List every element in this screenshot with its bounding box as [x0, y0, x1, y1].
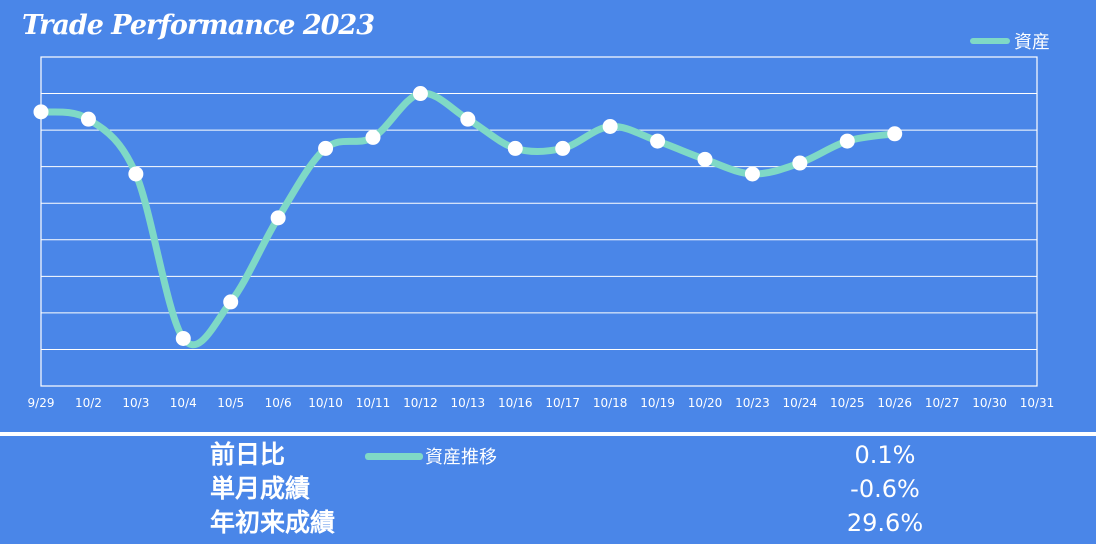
- data-point: [839, 133, 855, 149]
- data-point: [507, 140, 523, 156]
- data-point: [318, 140, 334, 156]
- data-point: [270, 210, 286, 226]
- divider: [0, 432, 1096, 436]
- legend: 資産: [970, 30, 1050, 53]
- x-tick-label: 10/5: [217, 396, 244, 410]
- x-tick-label: 10/23: [735, 396, 770, 410]
- x-tick-label: 10/30: [972, 396, 1007, 410]
- x-tick-label: 10/20: [688, 396, 723, 410]
- legend-bottom: 資産推移: [365, 442, 497, 470]
- data-point: [792, 155, 808, 171]
- data-point: [460, 111, 476, 127]
- legend-swatch: [970, 38, 1010, 44]
- data-point: [412, 86, 428, 102]
- x-tick-label: 10/11: [356, 396, 391, 410]
- x-tick-label: 10/12: [403, 396, 438, 410]
- series-line: [37, 89, 899, 349]
- x-tick-label: 10/19: [640, 396, 675, 410]
- x-tick-label: 10/4: [170, 396, 197, 410]
- data-point: [80, 111, 96, 127]
- data-point: [365, 129, 381, 145]
- data-point: [175, 330, 191, 346]
- x-tick-label: 10/2: [75, 396, 102, 410]
- data-point: [223, 294, 239, 310]
- stat-value-daily: 0.1%: [854, 441, 916, 469]
- x-tick-label: 10/6: [265, 396, 292, 410]
- x-tick-label: 10/3: [122, 396, 149, 410]
- stat-label-ytd: 年初来成績: [210, 508, 336, 537]
- x-tick-label: 9/29: [28, 396, 55, 410]
- x-tick-label: 10/17: [545, 396, 580, 410]
- x-tick-label: 10/25: [830, 396, 865, 410]
- stat-label-monthly: 単月成績: [210, 474, 311, 503]
- x-tick-label: 10/26: [877, 396, 912, 410]
- plot-border: [40, 56, 1038, 387]
- legend-label: 資産: [1014, 32, 1050, 53]
- x-tick-label: 10/18: [593, 396, 628, 410]
- x-tick-label: 10/13: [451, 396, 486, 410]
- legend-bottom-swatch: [365, 452, 423, 460]
- chart-title: Trade Performance 2023: [22, 10, 375, 41]
- x-tick-label: 10/31: [1020, 396, 1055, 410]
- stat-value-ytd: 29.6%: [846, 509, 924, 537]
- data-point: [128, 166, 144, 182]
- data-point: [697, 151, 713, 167]
- data-point: [555, 140, 571, 156]
- data-point: [602, 118, 618, 134]
- stat-value-monthly: -0.6%: [850, 475, 920, 503]
- stat-label-daily: 前日比: [210, 440, 286, 469]
- data-point: [650, 133, 666, 149]
- legend-bottom-label: 資産推移: [425, 447, 497, 468]
- line-chart: 9/29 10/2 10/3 10/4 10/5 10/6 10/10 10/11 10/12 1…: [28, 56, 1055, 410]
- x-tick-label: 10/27: [925, 396, 960, 410]
- x-tick-label: 10/16: [498, 396, 533, 410]
- x-tick-label: 10/10: [308, 396, 343, 410]
- data-point: [887, 126, 903, 142]
- data-point: [744, 166, 760, 182]
- data-point: [33, 104, 49, 120]
- x-tick-label: 10/24: [783, 396, 818, 410]
